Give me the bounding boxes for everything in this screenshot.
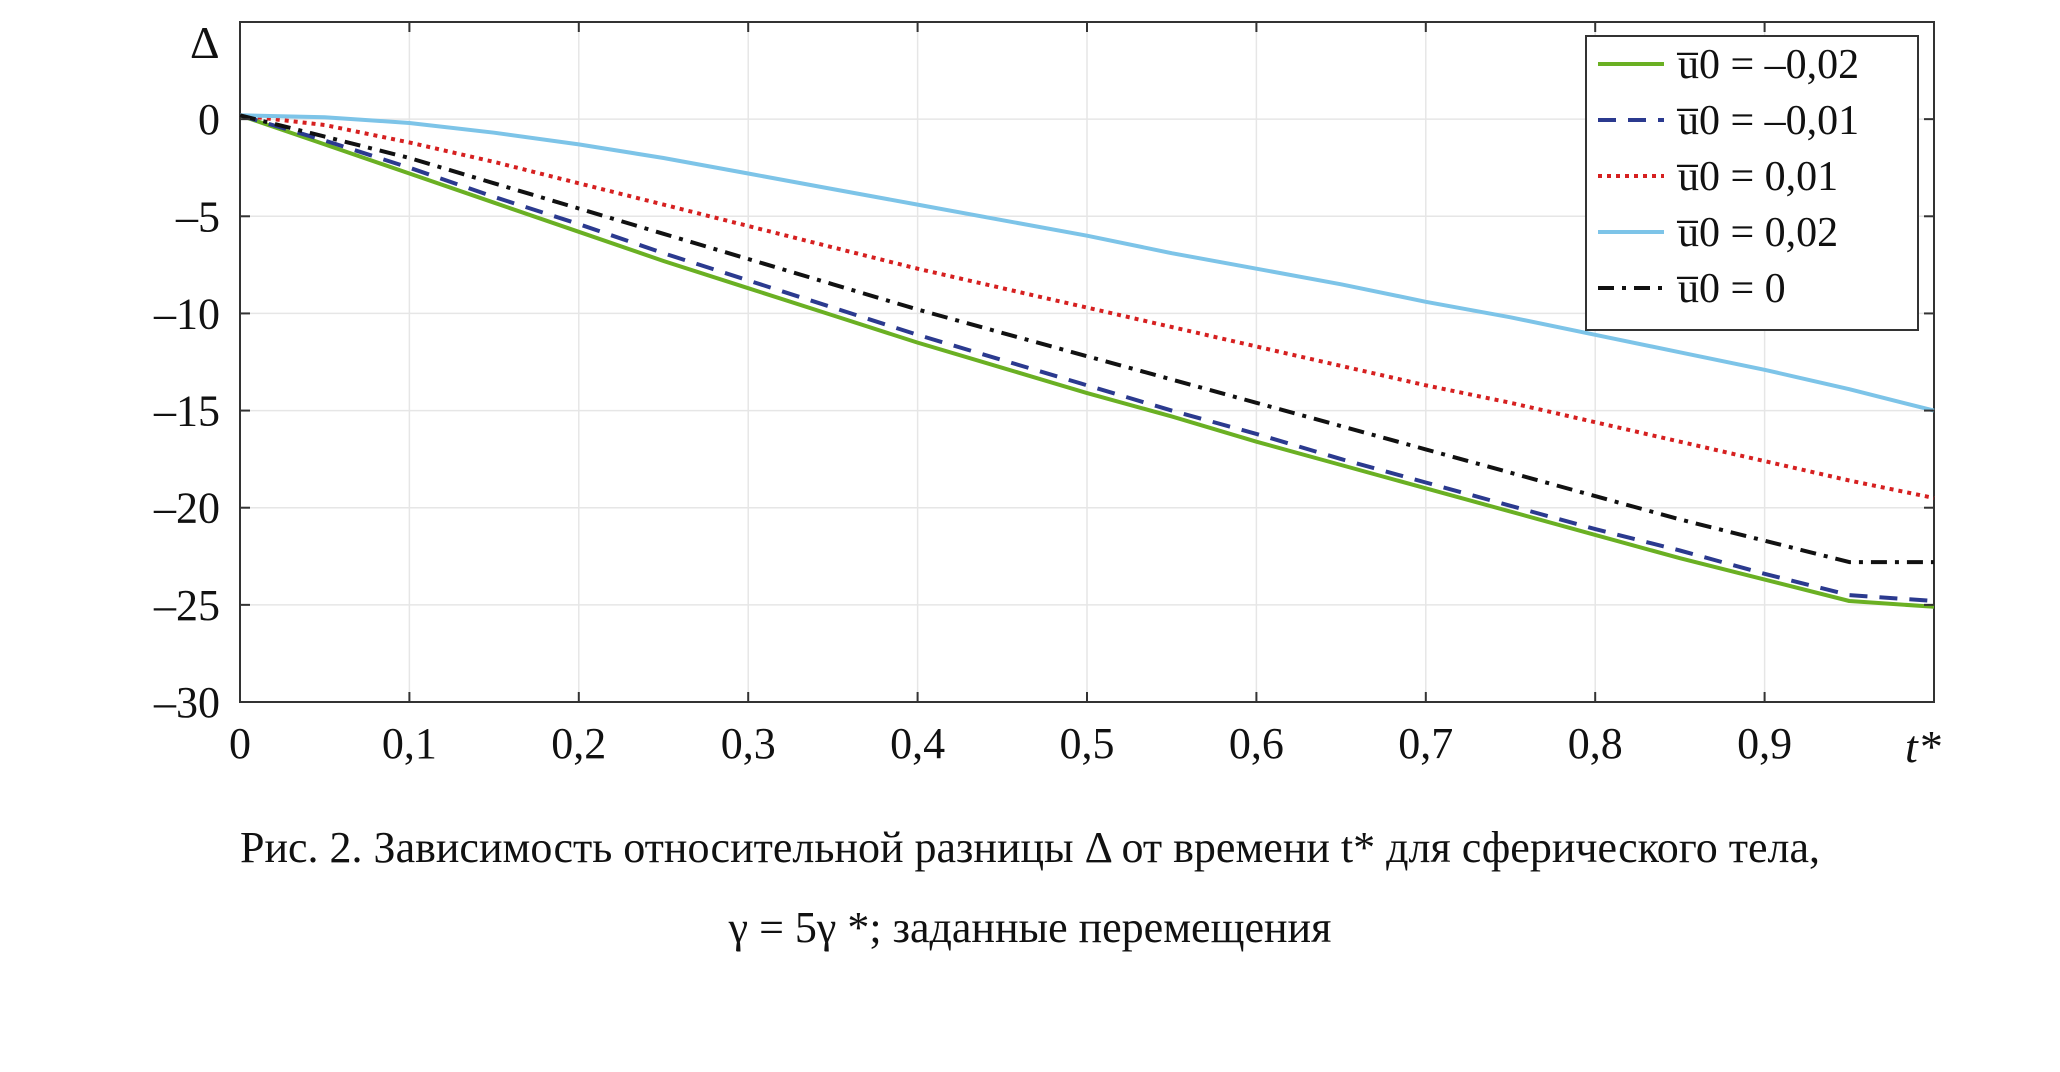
x-tick-label: 0,9 [1737, 719, 1792, 768]
series-line-2 [239, 113, 1935, 603]
x-tick-label: 0,4 [890, 719, 945, 768]
x-tick-label: 0,5 [1060, 719, 1115, 768]
figure-caption-line-1: Рис. 2. Зависимость относительной разниц… [239, 823, 1820, 872]
legend-entry: u̅0 = 0,02 [1676, 210, 1838, 256]
y-tick-label: –30 [153, 678, 220, 727]
series-line-1 [239, 113, 1935, 609]
legend-entry: u̅0 = –0,02 [1676, 42, 1859, 88]
y-axis-ticks: 0 –5 –10 –15 –20 –25 –30 [153, 95, 1934, 727]
x-tick-label: 0,8 [1568, 719, 1623, 768]
legend-box [1585, 35, 1919, 331]
x-axis-label: t* [1905, 721, 1941, 772]
x-tick-label: 0 [229, 719, 251, 768]
chart: 0 0,1 0,2 0,3 0,4 0,5 0,6 0,7 0,8 0,9 0 –5 –10 –15 –2… [153, 17, 1941, 772]
y-tick-label: –10 [153, 289, 220, 338]
x-tick-label: 0,6 [1229, 719, 1284, 768]
legend: u̅0 = –0,02 u̅0 = –0,01 u̅0 = 0,01 u̅0 = 0,… [1585, 35, 1919, 331]
y-tick-label: –5 [175, 192, 220, 241]
series-line-5 [239, 113, 1934, 565]
y-axis-label: Δ [190, 17, 220, 68]
legend-entry: u̅0 = –0,01 [1676, 98, 1859, 144]
series-line-4 [239, 113, 1935, 413]
x-tick-label: 0,2 [551, 719, 606, 768]
y-tick-label: –25 [153, 581, 220, 630]
y-tick-label: –15 [153, 387, 220, 436]
y-tick-label: –20 [153, 484, 220, 533]
figure-caption-line-2: γ = 5γ *; заданные перемещения [728, 903, 1332, 952]
x-tick-label: 0,3 [721, 719, 776, 768]
x-tick-label: 0,7 [1398, 719, 1453, 768]
legend-entry: u̅0 = 0,01 [1676, 154, 1838, 200]
x-axis-ticks: 0 0,1 0,2 0,3 0,4 0,5 0,6 0,7 0,8 0,9 [229, 22, 1792, 768]
legend-entry: u̅0 = 0 [1676, 266, 1785, 312]
x-tick-label: 0,1 [382, 719, 437, 768]
series-layer [239, 113, 1935, 609]
y-tick-label: 0 [198, 95, 220, 144]
